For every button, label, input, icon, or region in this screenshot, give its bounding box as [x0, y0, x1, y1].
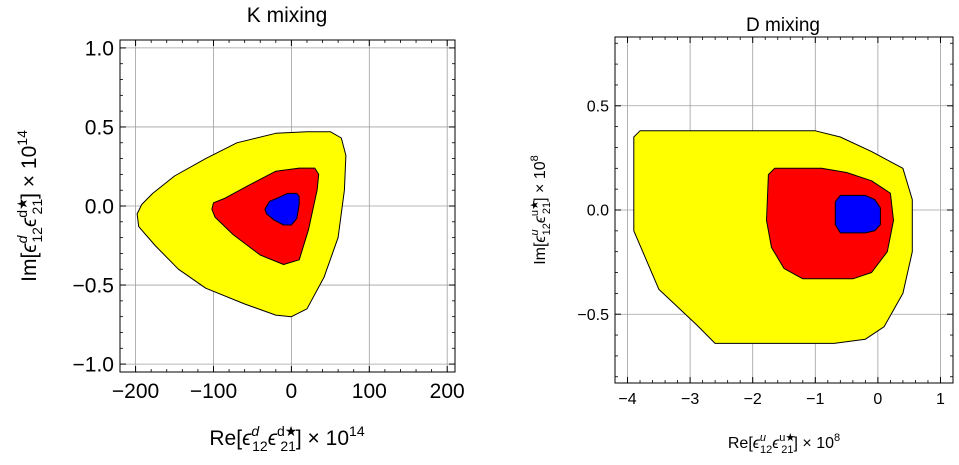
k-xtick-label-0: −200 [112, 380, 159, 403]
k-ytick-label-2: 0.0 [85, 195, 114, 218]
d-y-axis-label: Im[ϵu12ϵu★21] × 108 [529, 155, 553, 265]
d-xtick-label-1: −3 [681, 391, 699, 408]
k-xtick-label-3: 100 [352, 380, 387, 403]
k-chart-title: K mixing [247, 4, 328, 27]
k-y-axis-label: Im[ϵd12ϵd★21] × 1014 [14, 130, 45, 282]
k-xtick-label-4: 200 [430, 380, 465, 403]
d-x-axis-label: Re[ϵu 12ϵu★ 21] × 108 [728, 432, 840, 456]
d-xtick-label-0: −4 [618, 391, 636, 408]
d-region-inner [834, 194, 881, 234]
k-ytick-label-1: −0.5 [73, 274, 114, 297]
d-xtick-label-4: 0 [873, 391, 882, 408]
d-xtick-label-5: 1 [936, 391, 945, 408]
k-region-inner [264, 192, 300, 226]
k-ytick-label-4: 1.0 [85, 37, 114, 60]
d-xtick-label-3: −1 [806, 391, 824, 408]
k-mixing-panel: K mixing −200 −100 0 100 200 −1.0 −0.5 0.0 0.5 1.… [14, 4, 465, 454]
d-ytick-label-2: 0.5 [587, 98, 609, 115]
d-xtick-label-2: −2 [744, 391, 762, 408]
d-chart-title: D mixing [746, 15, 820, 36]
d-regions [633, 130, 913, 344]
k-region-middle [211, 167, 320, 265]
k-ytick-label-3: 0.5 [85, 116, 114, 139]
k-gridlines [120, 40, 455, 372]
d-ticks: −4 −3 −2 −1 0 1 −0.5 0.0 0.5 [577, 37, 954, 408]
k-ticks: −200 −100 0 100 200 −1.0 −0.5 0.0 0.5 1.0 [73, 37, 465, 403]
k-xtick-label-1: −100 [190, 380, 237, 403]
k-ytick-label-0: −1.0 [73, 353, 114, 376]
k-xtick-label-2: 0 [286, 380, 298, 403]
k-regions [136, 131, 347, 318]
d-ytick-label-0: −0.5 [577, 307, 609, 324]
d-mixing-panel: D mixing −4 −3 −2 −1 0 1 −0.5 0.0 0.5 Re[ϵu 12ϵu★… [529, 15, 954, 456]
d-ytick-label-1: 0.0 [587, 203, 609, 220]
k-x-axis-label: Re[ϵd 12ϵd★ 21] × 1014 [209, 423, 364, 454]
